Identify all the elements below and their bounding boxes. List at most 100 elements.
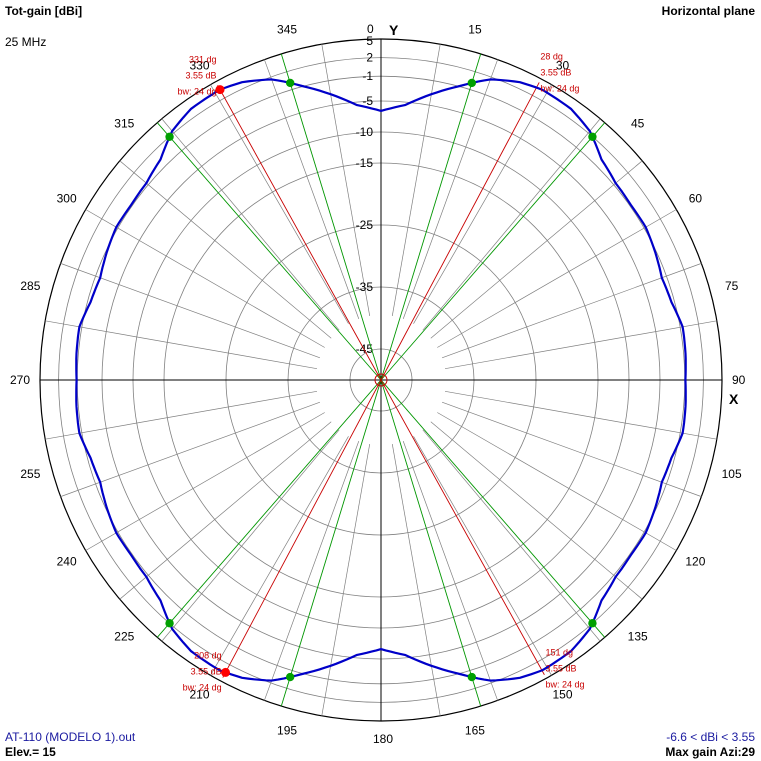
angle-tick-label: 195 <box>277 724 297 738</box>
beam-annotation: bw: 24 dg <box>545 679 584 689</box>
beam-annotation: 3.55 dB <box>191 666 222 676</box>
half-power-line <box>380 122 606 381</box>
grid-spoke <box>210 84 349 324</box>
grid-spoke <box>60 401 321 497</box>
radial-tick-label: -1 <box>362 69 373 83</box>
radial-tick-label: -5 <box>362 94 373 108</box>
grid-spoke <box>444 390 717 440</box>
grid-spoke <box>402 59 498 320</box>
y-axis-label: Y <box>389 22 399 38</box>
grid-spoke <box>437 412 677 551</box>
half-power-line <box>280 379 382 707</box>
half-power-line <box>280 53 382 381</box>
angle-tick-label: 105 <box>722 467 742 481</box>
grid-spoke <box>441 263 702 359</box>
half-power-point <box>467 78 477 88</box>
grid-spoke <box>85 209 325 348</box>
beam-annotation: 151 dg <box>545 647 573 657</box>
beam-line <box>217 85 382 381</box>
angle-tick-label: 240 <box>57 555 77 569</box>
angle-tick-label: 315 <box>114 116 134 130</box>
radial-tick-label: -35 <box>356 280 374 294</box>
grid-spoke <box>437 209 677 348</box>
angle-tick-label: 0 <box>367 22 374 36</box>
max-gain-point <box>221 667 231 677</box>
half-power-point <box>588 132 597 141</box>
half-power-point <box>285 672 295 682</box>
radial-tick-label: -45 <box>356 342 374 356</box>
grid-spoke <box>321 44 371 317</box>
beam-line <box>222 379 382 678</box>
angle-tick-label: 75 <box>725 279 739 293</box>
x-axis-label: X <box>729 391 739 407</box>
gain-range-label: -6.6 < dBi < 3.55 <box>666 730 755 744</box>
elevation-label: Elev.= 15 <box>5 745 56 759</box>
angle-tick-label: 225 <box>114 630 134 644</box>
half-power-point <box>165 132 174 141</box>
grid-spoke <box>413 84 552 324</box>
half-power-point <box>588 619 597 628</box>
grid-spoke <box>441 401 702 497</box>
grid-spoke <box>321 443 371 716</box>
beam-line <box>380 82 540 381</box>
grid-spoke <box>60 263 321 359</box>
grid-spoke <box>210 436 349 676</box>
grid-spoke <box>119 421 332 600</box>
angle-tick-label: 270 <box>10 373 30 387</box>
beam-annotation: 208 dg <box>194 650 222 660</box>
grid-spoke <box>264 440 360 701</box>
pattern-series-line <box>75 78 687 682</box>
grid-spoke <box>119 160 332 339</box>
chart-title: Tot-gain [dBi] <box>5 4 83 18</box>
radial-tick-label: -10 <box>356 125 374 139</box>
half-power-line <box>156 379 382 638</box>
max-gain-point <box>215 85 225 95</box>
radial-tick-label: -25 <box>356 218 374 232</box>
angle-tick-label: 15 <box>468 22 482 36</box>
half-power-line <box>156 122 382 381</box>
angle-tick-label: 285 <box>20 279 40 293</box>
angle-tick-label: 90 <box>732 373 746 387</box>
beam-annotation: bw: 24 dg <box>183 682 222 692</box>
grid-spoke <box>45 320 318 370</box>
grid-spoke <box>413 436 552 676</box>
grid-spoke <box>391 443 441 716</box>
angle-tick-label: 180 <box>373 732 393 746</box>
half-power-line <box>380 53 482 381</box>
angle-tick-label: 255 <box>20 467 40 481</box>
frequency-label: 25 MHz <box>5 35 47 49</box>
angle-tick-label: 135 <box>628 630 648 644</box>
beam-annotation: bw: 24 dg <box>540 84 579 94</box>
beam-annotation: 28 dg <box>540 52 563 62</box>
angle-tick-label: 45 <box>631 116 645 130</box>
grid-spoke <box>264 59 360 320</box>
plane-label: Horizontal plane <box>661 4 755 18</box>
angle-tick-label: 120 <box>685 555 705 569</box>
grid-spoke <box>391 44 441 317</box>
beam-line <box>380 379 545 675</box>
angle-tick-label: 165 <box>465 724 485 738</box>
radial-tick-label: 5 <box>366 34 373 48</box>
grid-spoke <box>422 429 601 642</box>
half-power-point <box>285 78 295 88</box>
grid-spoke <box>161 429 340 642</box>
angle-tick-label: 345 <box>277 22 297 36</box>
beam-annotation: 331 dg <box>189 55 217 65</box>
grid-spoke <box>45 390 318 440</box>
beam-annotation: 3.55 dB <box>185 71 216 81</box>
angle-tick-label: 330 <box>189 59 209 73</box>
angle-tick-label: 60 <box>689 192 703 206</box>
grid-spoke <box>161 118 340 331</box>
half-power-point <box>467 672 477 682</box>
file-name-label: AT-110 (MODELO 1).out <box>5 730 136 744</box>
beam-annotation: bw: 24 dg <box>177 87 216 97</box>
angle-tick-label: 30 <box>556 59 570 73</box>
grid-spoke <box>444 320 717 370</box>
center-marker <box>374 373 388 387</box>
half-power-point <box>165 619 174 628</box>
grid-spoke <box>430 160 643 339</box>
beam-annotation: 3.55 dB <box>545 663 576 673</box>
radial-tick-label: 2 <box>366 51 373 65</box>
grid-spoke <box>422 118 601 331</box>
